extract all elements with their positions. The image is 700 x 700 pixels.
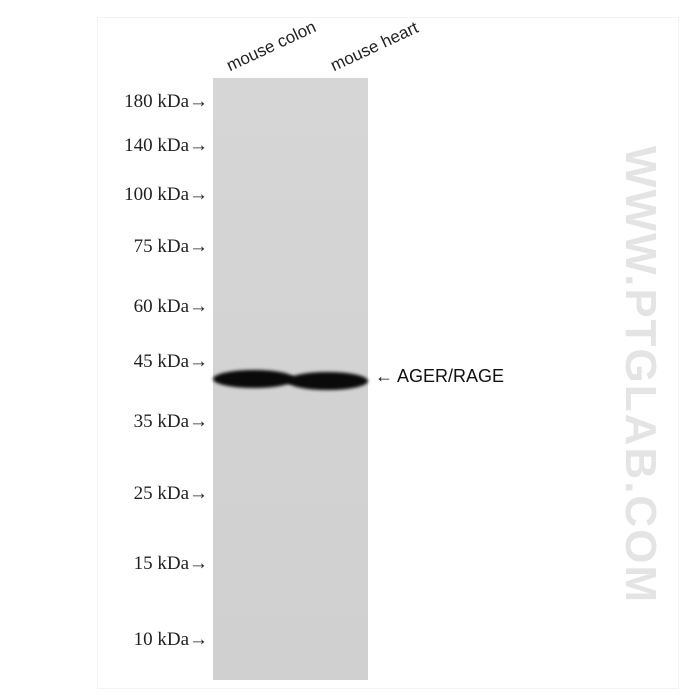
blot-membrane (213, 78, 368, 680)
marker-45: 45 kDa→ (133, 351, 208, 372)
watermark: WWW.PTGLAB.COM (616, 145, 665, 605)
marker-100: 100 kDa→ (124, 184, 208, 205)
marker-25: 25 kDa→ (133, 483, 208, 504)
marker-140: 140 kDa→ (124, 135, 208, 156)
marker-15: 15 kDa→ (133, 553, 208, 574)
figure-frame (97, 17, 679, 689)
marker-10: 10 kDa→ (133, 629, 208, 650)
marker-180: 180 kDa→ (124, 91, 208, 112)
marker-35: 35 kDa→ (133, 411, 208, 432)
target-protein-label: ← AGER/RAGE (375, 366, 505, 386)
marker-75: 75 kDa→ (133, 236, 208, 257)
band-lane-1 (213, 370, 295, 388)
band-lane-2 (287, 372, 368, 390)
marker-60: 60 kDa→ (133, 296, 208, 317)
